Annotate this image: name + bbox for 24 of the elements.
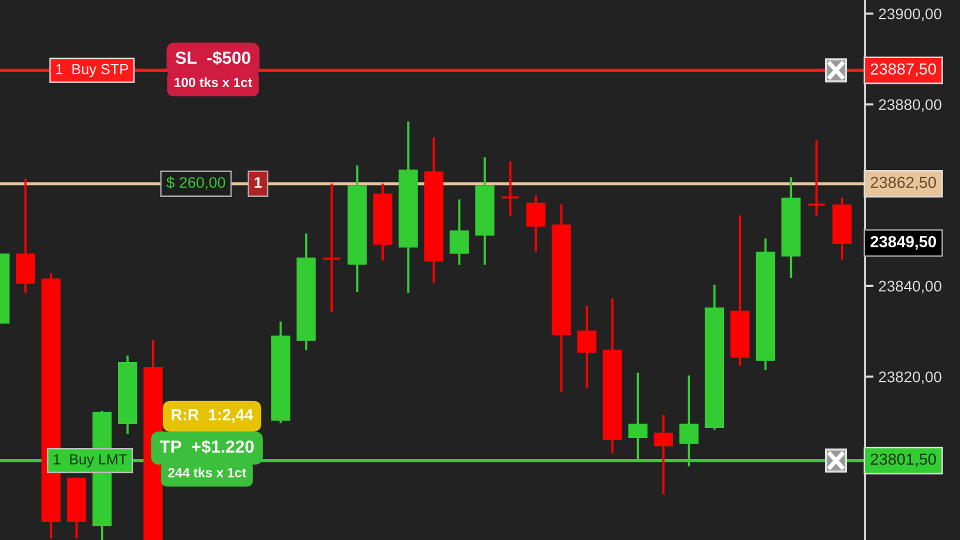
annotation: $ 260,00 — [166, 176, 226, 190]
ref-line-label: 23862,50 — [870, 176, 936, 190]
y-tick-label: 23840,00 — [878, 280, 942, 294]
y-tick-label: 23880,00 — [878, 99, 942, 112]
y-tick-label: 23900,00 — [878, 8, 942, 22]
annotation: SL -$500 — [176, 50, 250, 66]
annotation: 1 Buy LMT — [54, 454, 127, 468]
annotation: 1 — [254, 177, 262, 188]
annotation: TP +$1.220 — [160, 440, 254, 454]
annotation: 100 tks x 1ct — [174, 77, 252, 88]
candlestick — [806, 140, 826, 216]
annotation: 1 Buy STP — [56, 64, 128, 78]
candlestick — [322, 184, 342, 312]
candlestick — [526, 195, 546, 252]
annotation: R:R 1:2,44 — [172, 409, 254, 423]
text: 23849,50 — [870, 236, 936, 250]
candlestick — [654, 415, 674, 494]
ref-line-label: 23887,50 — [870, 63, 936, 77]
candlestick — [500, 161, 520, 216]
ref-line-label: 23801,50 — [870, 454, 936, 467]
candlestick — [450, 199, 469, 265]
annotation: 244 tks x 1ct — [168, 468, 246, 478]
y-tick-label: 23820,00 — [878, 372, 942, 384]
candlestick — [577, 306, 596, 388]
